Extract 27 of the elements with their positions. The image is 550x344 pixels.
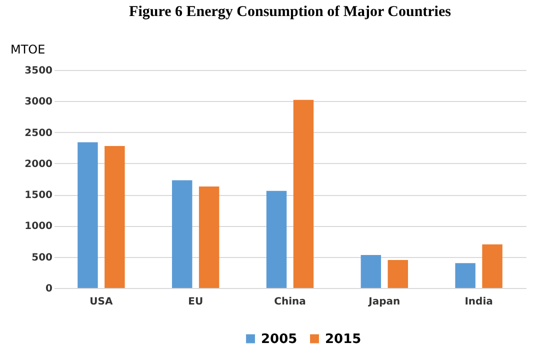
y-tick-label: 500 — [32, 252, 53, 264]
x-tick-label: EU — [188, 296, 204, 308]
bar — [455, 263, 476, 288]
bar — [482, 244, 502, 288]
y-tick-label: 2000 — [24, 158, 53, 170]
y-tick-label: 3500 — [24, 66, 53, 76]
x-tick-label: China — [274, 296, 306, 308]
x-tick-label: Japan — [368, 296, 400, 308]
y-tick-label: 1000 — [24, 221, 53, 232]
x-tick-label: USA — [90, 296, 113, 308]
bar — [78, 142, 98, 288]
legend-label: 2015 — [325, 332, 362, 344]
y-tick-label: 2500 — [24, 128, 53, 139]
legend-label: 2005 — [261, 332, 298, 344]
bar — [198, 186, 220, 288]
y-tick-label: 3000 — [24, 96, 53, 108]
bar — [293, 100, 314, 288]
chart-title: Figure 6 Energy Consumption of Major Countries — [129, 4, 452, 20]
bar — [388, 260, 408, 288]
y-tick-label: 0 — [46, 284, 53, 294]
bar — [172, 180, 192, 288]
bar — [104, 146, 125, 288]
x-tick-label: India — [464, 296, 493, 308]
y-tick-label: 1500 — [24, 190, 53, 202]
y-axis-title: MTOE — [10, 42, 46, 56]
bar — [360, 254, 382, 288]
bar — [266, 190, 287, 288]
